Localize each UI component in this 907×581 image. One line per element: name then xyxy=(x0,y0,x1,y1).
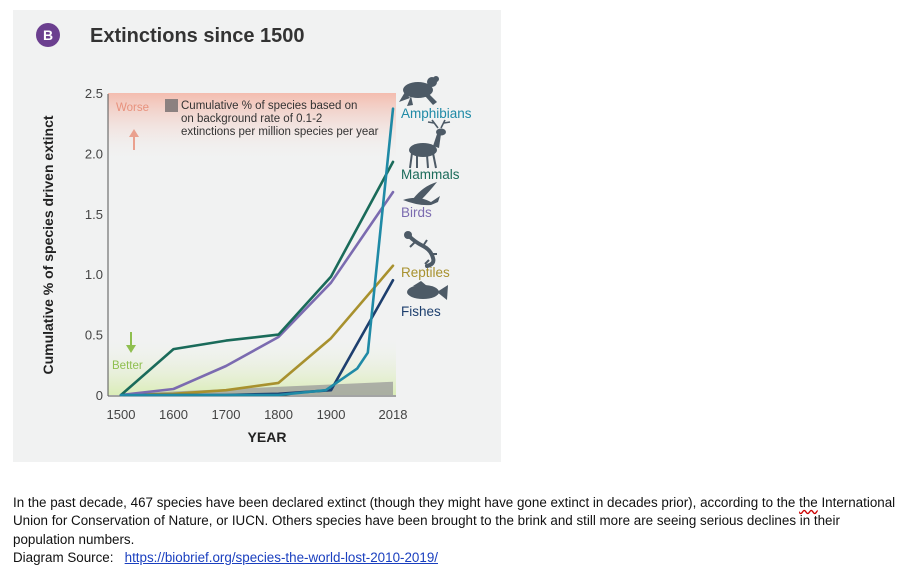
legend-swatch xyxy=(165,99,178,112)
series-label-amphibians: Amphibians xyxy=(401,106,472,121)
y-tick-label: 0 xyxy=(96,388,103,403)
caption-text-rest: International Union for Conservation of … xyxy=(13,495,896,547)
y-tick-label: 0.5 xyxy=(85,328,103,343)
series-labels: Amphibians Mammals Birds Reptiles Fishes xyxy=(401,106,472,319)
extinctions-chart: B Extinctions since 1500 Worse Better Cu… xyxy=(36,23,472,445)
extinctions-figure: B Extinctions since 1500 Worse Better Cu… xyxy=(13,10,501,462)
legend-text-line-2: on background rate of 0.1-2 xyxy=(181,113,322,125)
x-tick-label: 1700 xyxy=(212,407,241,422)
x-tick-label: 1500 xyxy=(107,407,136,422)
legend-text-line-1: Cumulative % of species based on xyxy=(181,100,357,112)
series-line-amphibians xyxy=(119,107,395,397)
y-tick-label: 1.5 xyxy=(85,207,103,222)
y-tick-labels: 0 0.5 1.0 1.5 2.0 2.5 xyxy=(85,86,103,403)
bird-icon xyxy=(403,182,440,206)
worse-label: Worse xyxy=(116,102,149,114)
figure-badge-label: B xyxy=(43,27,53,43)
series-label-mammals: Mammals xyxy=(401,167,460,182)
x-axis-title: YEAR xyxy=(248,429,287,445)
source-link[interactable]: https://biobrief.org/species-the-world-l… xyxy=(124,550,438,566)
better-arrow-icon xyxy=(126,345,136,353)
y-tick-label: 1.0 xyxy=(85,267,103,282)
source-label: Diagram Source: xyxy=(13,550,125,566)
fish-icon xyxy=(407,281,448,300)
worse-band xyxy=(108,93,396,163)
y-axis-title: Cumulative % of species driven extinct xyxy=(40,115,56,374)
series-lines xyxy=(119,107,395,397)
series-label-birds: Birds xyxy=(401,205,432,220)
caption-text: In the past decade, 467 species have bee… xyxy=(13,495,800,510)
x-tick-label: 1600 xyxy=(159,407,188,422)
y-tick-label: 2.5 xyxy=(85,86,103,101)
x-tick-label: 2018 xyxy=(379,407,408,422)
worse-arrow-icon xyxy=(129,129,139,137)
lizard-icon xyxy=(404,231,437,268)
x-tick-labels: 1500 1600 1700 1800 1900 2018 xyxy=(107,407,408,422)
series-line-mammals xyxy=(119,160,395,397)
chart-title: Extinctions since 1500 xyxy=(90,25,305,47)
x-tick-label: 1900 xyxy=(317,407,346,422)
series-line-birds xyxy=(119,190,395,397)
source-line: Diagram Source: https://biobrief.org/spe… xyxy=(13,549,903,567)
series-label-reptiles: Reptiles xyxy=(401,265,450,280)
frog-icon xyxy=(399,76,439,106)
caption-typo-word: the xyxy=(799,495,818,510)
deer-icon xyxy=(409,119,451,169)
caption: In the past decade, 467 species have bee… xyxy=(13,494,903,568)
y-tick-label: 2.0 xyxy=(85,146,103,161)
legend-text-line-3: extinctions per million species per year xyxy=(181,126,379,138)
caption-paragraph: In the past decade, 467 species have bee… xyxy=(13,494,903,549)
series-label-fishes: Fishes xyxy=(401,304,441,319)
x-tick-label: 1800 xyxy=(264,407,293,422)
better-label: Better xyxy=(112,360,143,372)
figure-badge xyxy=(36,23,60,47)
